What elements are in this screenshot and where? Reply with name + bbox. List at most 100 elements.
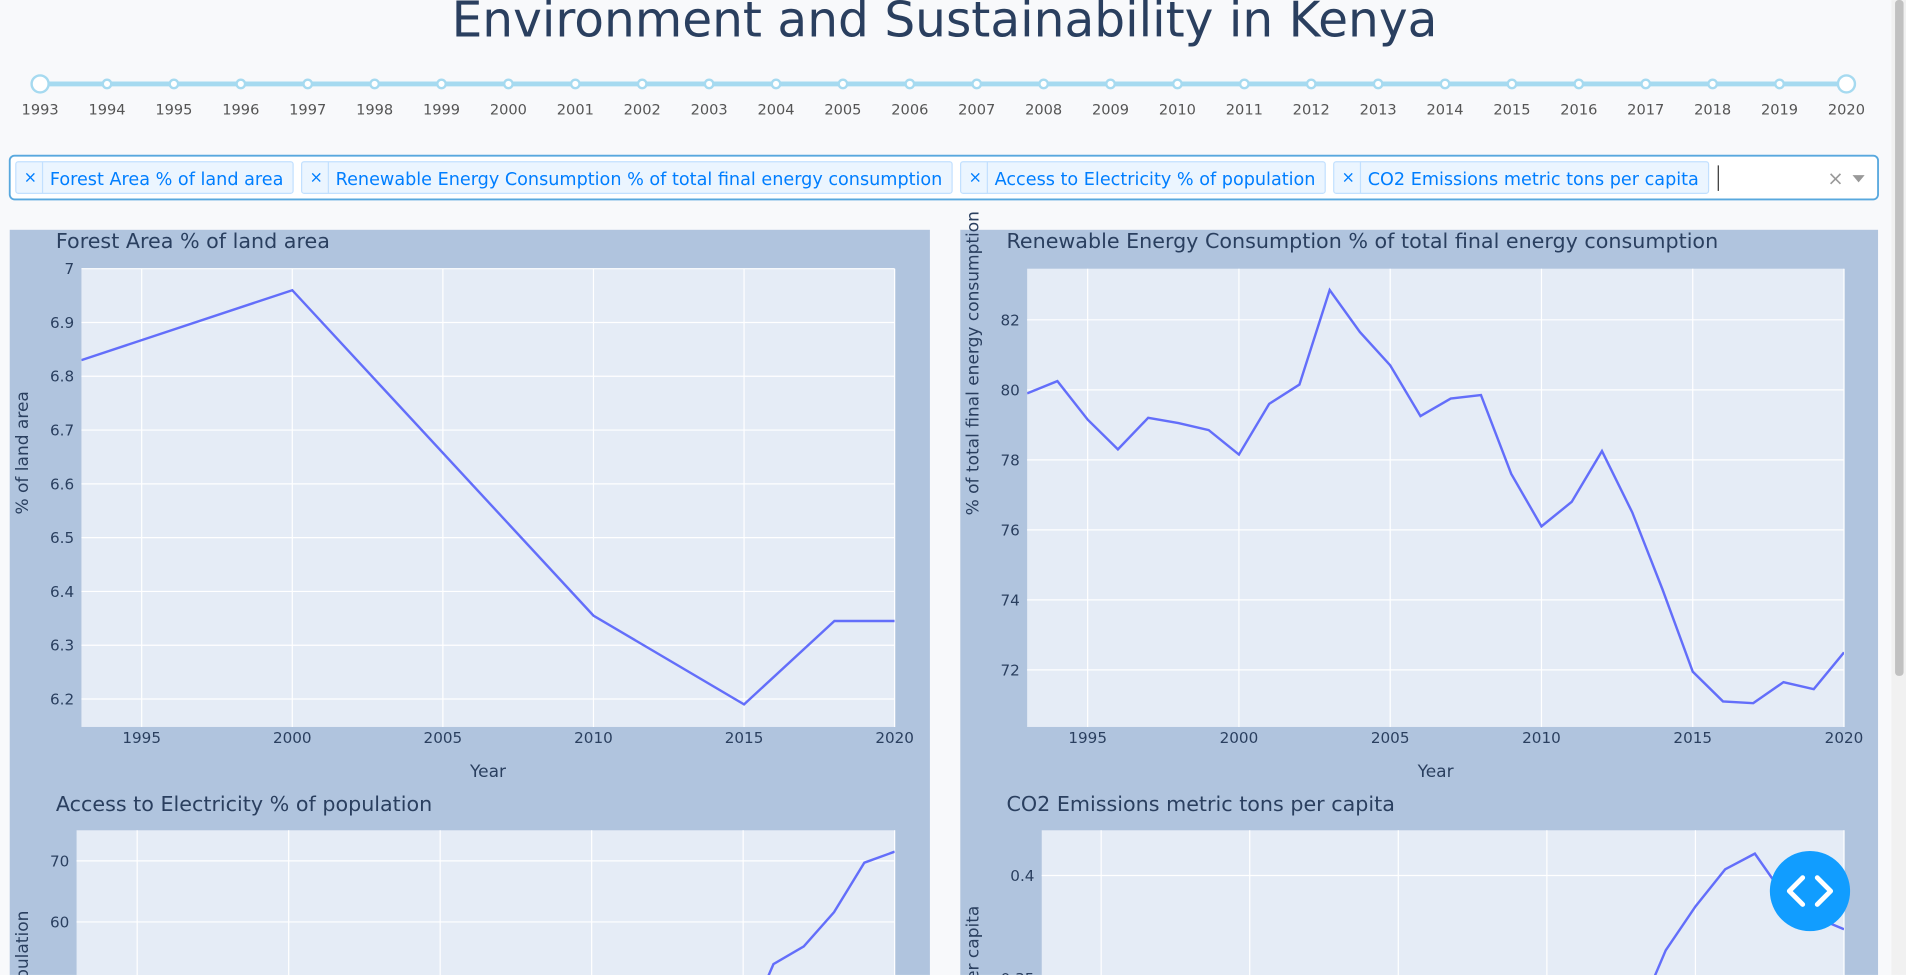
y-tick-label: 70 [50,852,69,870]
slider-dot[interactable] [436,78,447,90]
y-tick-label: 80 [1001,381,1020,399]
slider-dot[interactable] [1707,78,1719,90]
chart: 1995 2000 2005 2010 2015 2020 6.2 6.3 6.4 6.5 6.6 6… [13,229,914,782]
button-circle[interactable] [1769,850,1851,932]
slider-dot[interactable] [1105,78,1116,90]
slider-dot[interactable] [302,78,314,90]
slider-mark-label[interactable]: 2002 [624,101,661,118]
x-tick-label: 2005 [1371,729,1410,747]
slider-dot[interactable] [1573,78,1585,90]
slider-mark-label[interactable]: 2018 [1694,101,1731,118]
slider-dot[interactable] [569,78,581,90]
slider-mark-label[interactable]: 2013 [1360,101,1397,118]
slider-mark-label[interactable]: 2005 [824,101,861,118]
slider-handle[interactable] [1836,74,1857,94]
chip-label: Access to Electricity % of population [995,170,1316,190]
slider-mark-label[interactable]: 1999 [423,101,460,118]
slider-dot[interactable] [1372,78,1384,90]
slider-mark-label[interactable]: 2001 [557,101,594,118]
slider-mark-label[interactable]: 2016 [1560,101,1597,118]
slider-mark-label[interactable]: 2000 [490,101,527,118]
data-line [81,288,895,706]
selected-chip[interactable]: × Renewable Energy Consumption % of total… [301,161,953,194]
slider-mark-label[interactable]: 2011 [1226,101,1263,118]
slider-mark-label[interactable]: 2012 [1293,101,1330,118]
slider-mark-label[interactable]: 2014 [1426,101,1463,118]
chip-label: Renewable Energy Consumption % of total … [336,170,943,190]
slider-dot[interactable] [101,78,113,90]
slider-dot[interactable] [971,78,983,90]
y-tick-label: 74 [1001,591,1020,609]
scrollbar-thumb[interactable] [1895,0,1904,676]
slider-mark-label[interactable]: 1994 [88,101,125,118]
selected-chip[interactable]: × Access to Electricity % of population [959,161,1326,194]
y-tick-label: 82 [1001,311,1020,329]
y-tick-label: 6.2 [50,690,74,708]
slider-dot[interactable] [1305,78,1317,90]
selected-chip[interactable]: × CO2 Emissions metric tons per capita [1333,161,1710,194]
slider-mark-label[interactable]: 1997 [289,101,326,118]
chip-background [15,161,294,194]
chart-title: Renewable Energy Consumption % of total … [1006,229,1718,253]
x-tick-label: 2010 [1522,729,1561,747]
x-tick-label: 2005 [424,729,463,747]
slider-handle[interactable] [30,74,50,94]
slider-dot[interactable] [1439,78,1451,90]
y-axis-label: Forest Area % of land area [13,391,33,616]
slider-mark-label[interactable]: 2010 [1159,101,1196,118]
slider-dot[interactable] [904,78,916,90]
dropdown-arrow[interactable] [1852,175,1865,183]
chip-remove[interactable]: × [310,167,323,186]
clear-all[interactable]: × [1827,167,1843,190]
slider-dot[interactable] [1238,78,1250,90]
slider-mark-label[interactable]: 1995 [155,101,192,118]
y-tick-label: 6.6 [50,475,74,493]
selected-chip[interactable]: × Forest Area % of land area [15,161,294,194]
chart-title: Access to Electricity % of population [56,792,432,816]
slider-mark-label[interactable]: 2017 [1627,101,1664,118]
slider-dot[interactable] [1506,78,1518,90]
y-tick-label: 0.4 [1010,867,1034,885]
x-axis-label: Year [469,762,506,782]
slider-mark-label[interactable]: 2020 [1828,101,1865,118]
slider-dot[interactable] [770,78,782,90]
slider-mark-label[interactable]: 2007 [958,101,995,118]
slider-dot[interactable] [1038,78,1050,90]
slider-dot[interactable] [502,78,514,90]
chip-remove[interactable]: × [24,167,37,186]
slider-dot[interactable] [636,78,648,90]
slider-dot[interactable] [703,78,715,90]
slider-dot[interactable] [1774,78,1786,90]
chart: 1995 2000 2005 2010 2015 2020 72 74 76 78 80 82 Rene… [964,211,1864,782]
chip-label: Forest Area % of land area [50,170,284,190]
y-tick-label: 0.35 [1001,970,1035,975]
x-tick-label: 1995 [122,729,161,747]
slider-dot[interactable] [1640,78,1652,90]
slider-dot[interactable] [837,78,849,90]
slider-mark-label[interactable]: 1993 [22,101,59,118]
slider-mark-label[interactable]: 2008 [1025,101,1062,118]
chip-remove[interactable]: × [969,167,982,186]
slider-dot[interactable] [235,78,247,90]
plot-area [1027,268,1845,727]
slider-mark-label[interactable]: 2019 [1761,101,1798,118]
chip-background [959,161,1326,194]
slider-mark-label[interactable]: 2003 [691,101,728,118]
slider-dot[interactable] [1171,78,1183,90]
slider-dot[interactable] [369,78,381,90]
chip-remove[interactable]: × [1342,167,1355,186]
slider-mark-label[interactable]: 2009 [1092,101,1129,118]
slider-dot[interactable] [168,78,180,90]
debug-button[interactable] [1769,850,1851,932]
slider-mark-label[interactable]: 2006 [891,101,928,118]
slider-mark-label[interactable]: 1996 [222,101,259,118]
slider-mark-label[interactable]: 1998 [356,101,393,118]
slider-mark-label[interactable]: 2015 [1493,101,1530,118]
x-tick-label: 2000 [273,729,312,747]
y-tick-label: 6.5 [50,529,74,547]
x-tick-label: 2020 [875,729,914,747]
slider-mark-label[interactable]: 2004 [757,101,794,118]
